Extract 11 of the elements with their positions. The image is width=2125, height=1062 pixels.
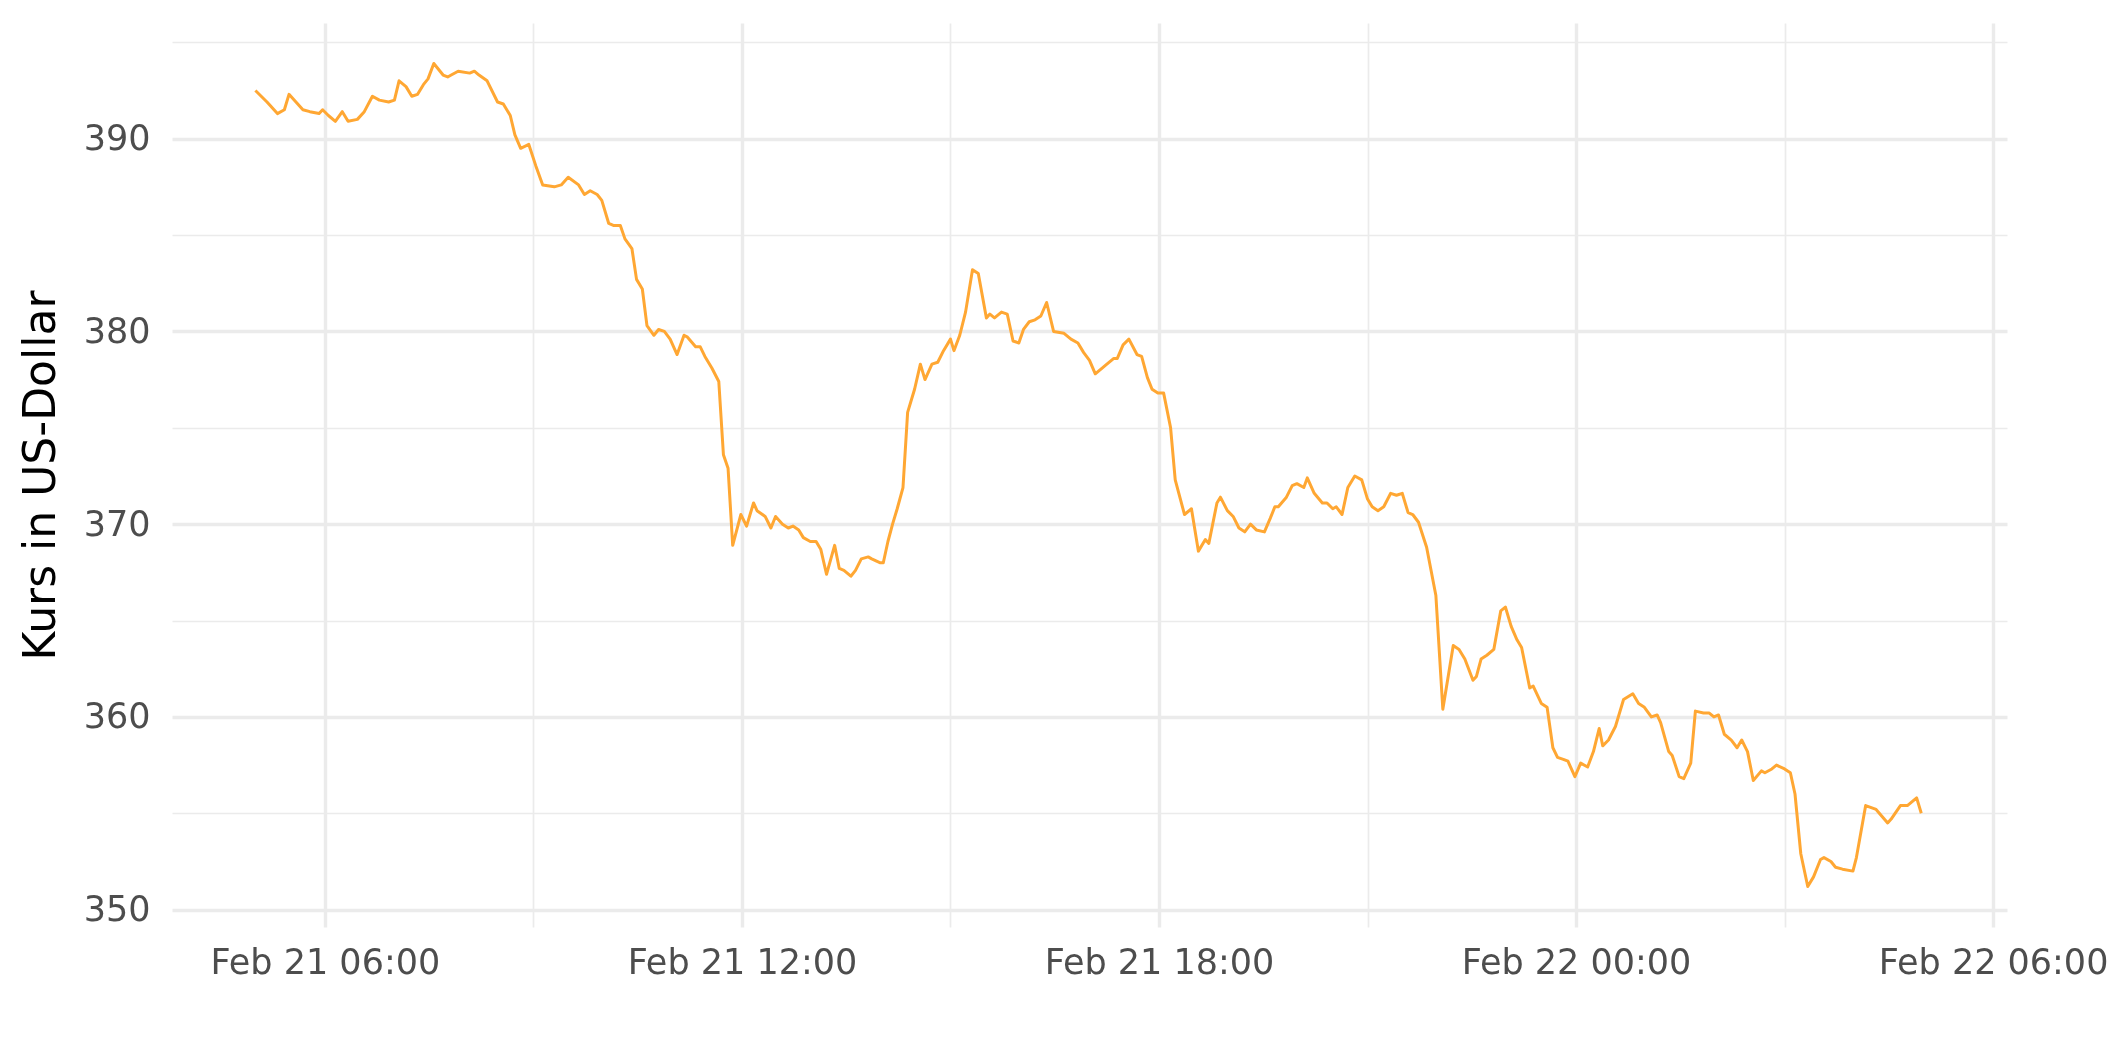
y-tick-label: 380 — [83, 310, 151, 351]
x-tick-label: Feb 21 18:00 — [1044, 941, 1275, 982]
y-axis-title: Kurs in US-Dollar — [13, 289, 65, 661]
x-tick-label: Feb 21 12:00 — [627, 941, 858, 982]
x-tick-label: Feb 21 06:00 — [210, 941, 441, 982]
y-tick-label: 370 — [83, 503, 151, 544]
y-tick-label: 390 — [83, 118, 151, 159]
x-tick-label: Feb 22 00:00 — [1461, 941, 1692, 982]
x-tick-label: Feb 22 06:00 — [1878, 941, 2109, 982]
y-tick-label: 350 — [83, 889, 151, 930]
y-tick-label: 360 — [83, 696, 151, 737]
